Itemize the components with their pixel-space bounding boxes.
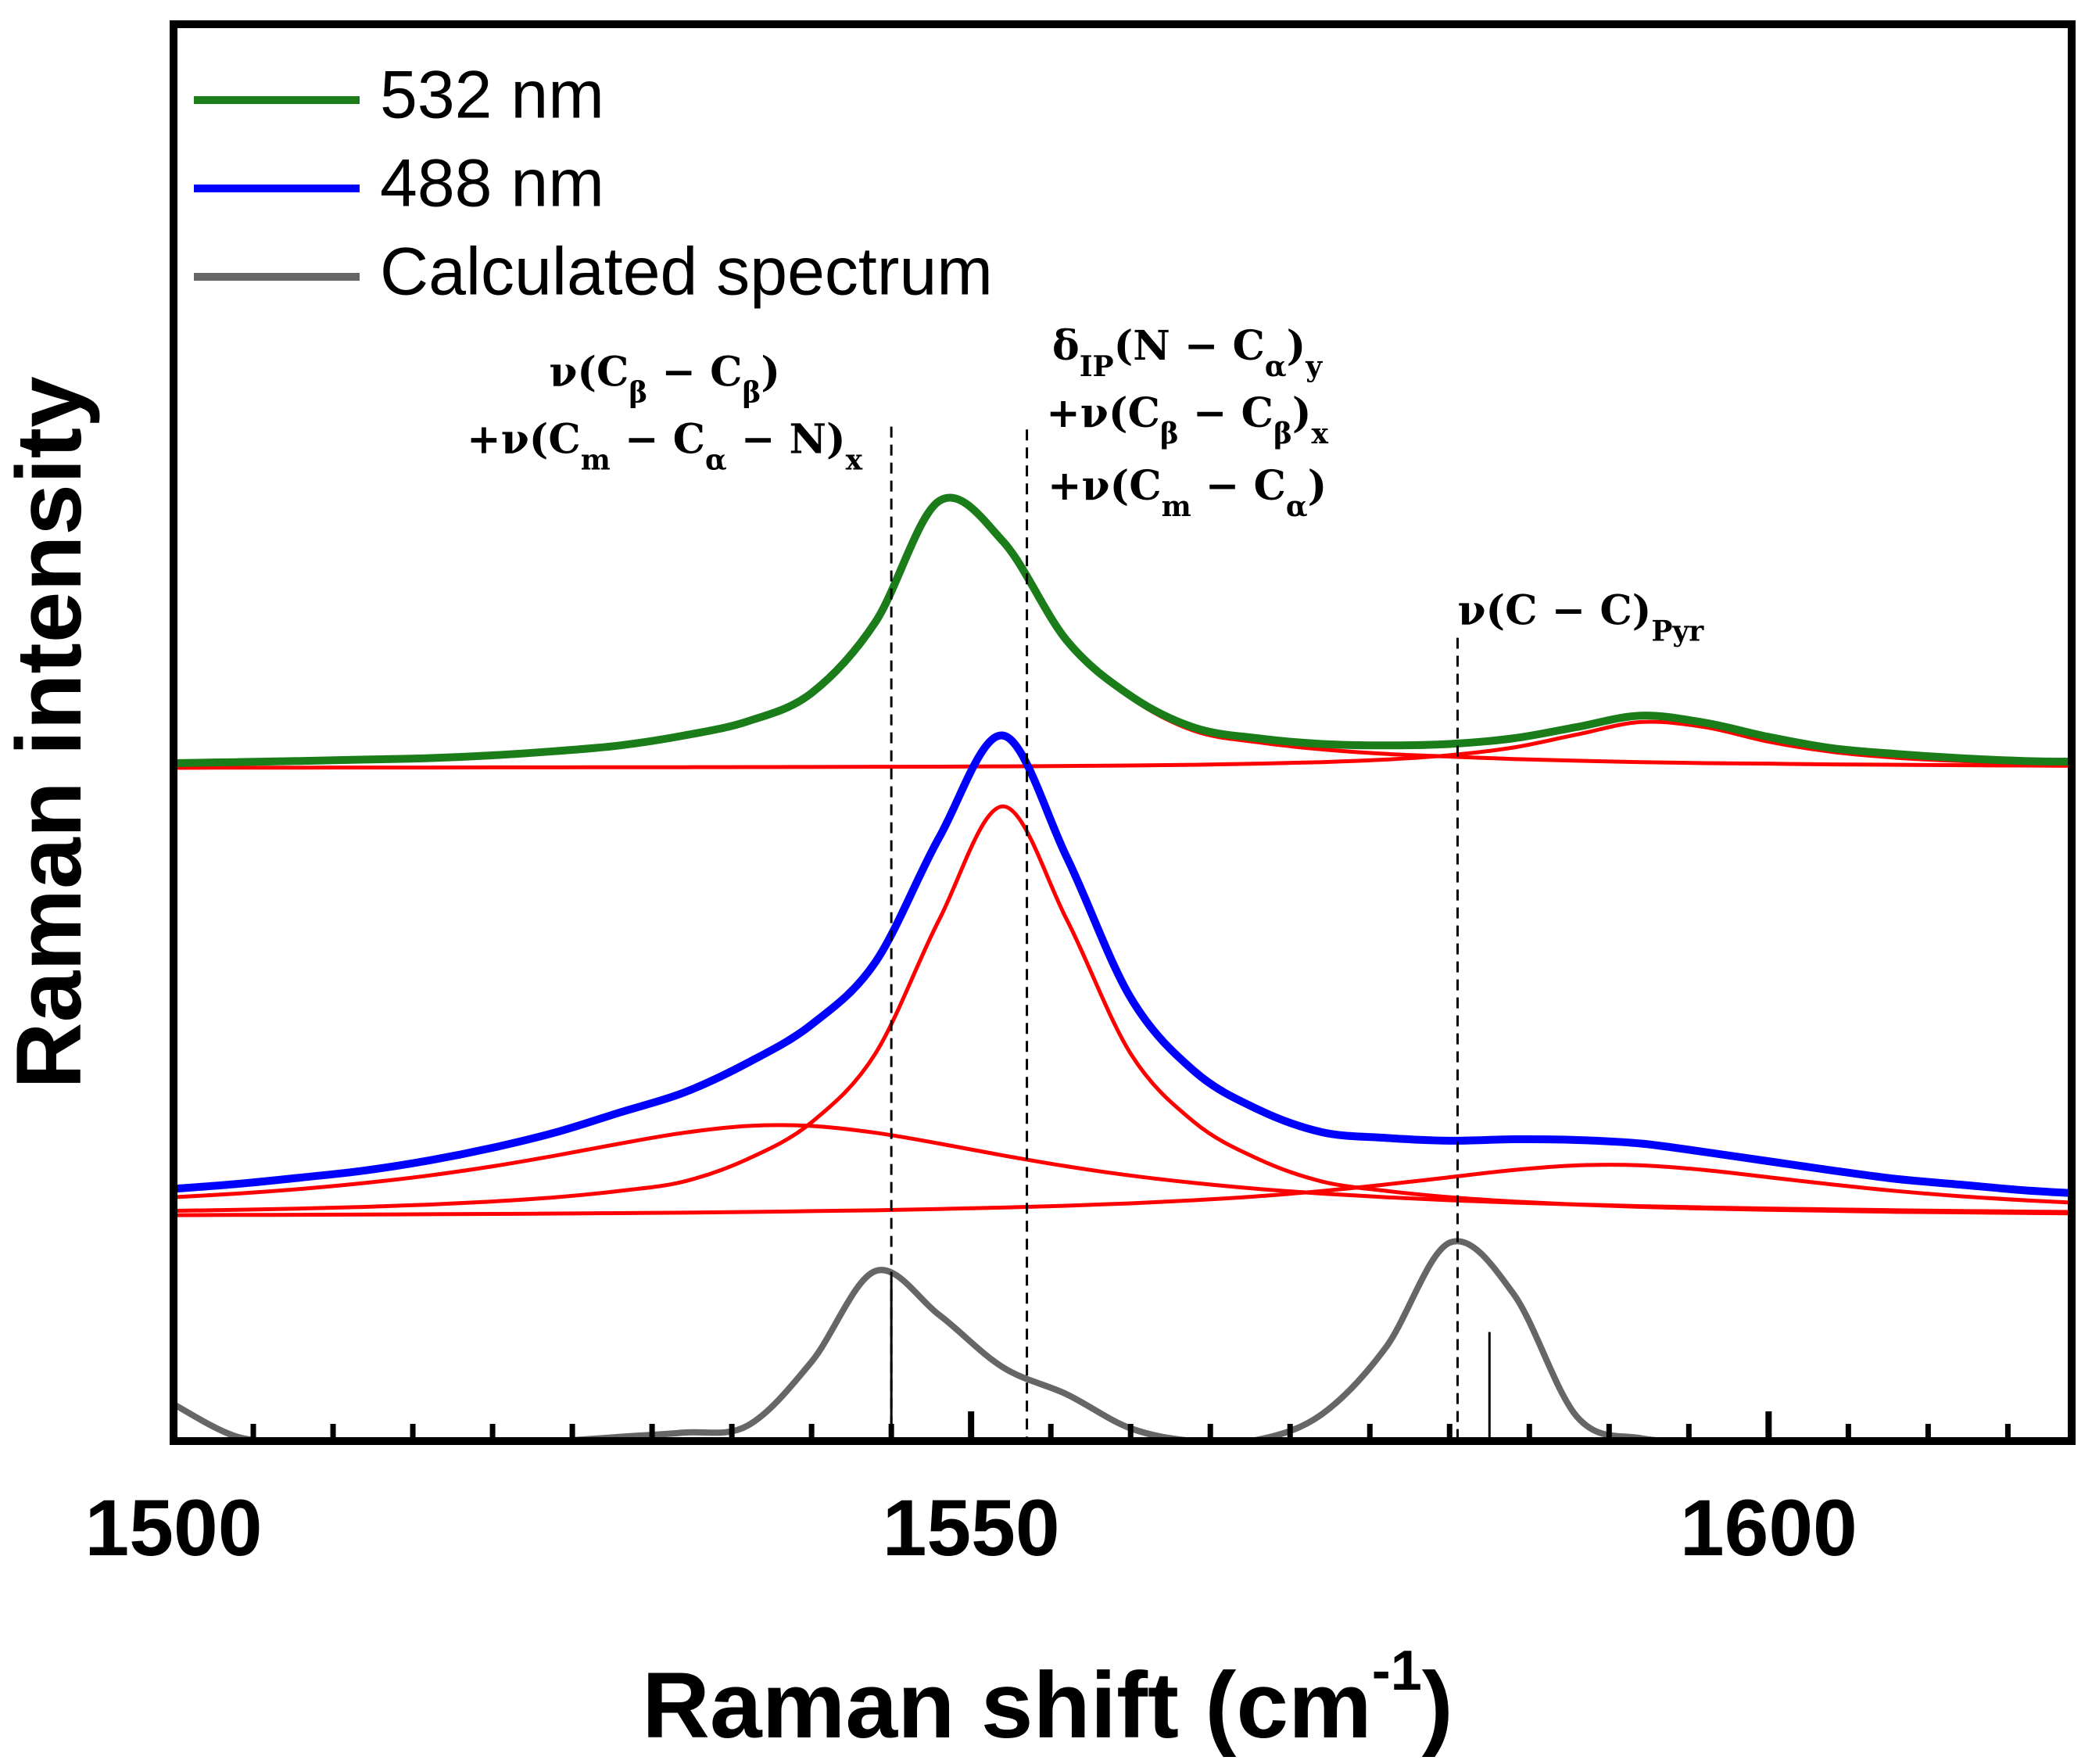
- y-axis-label: Raman intensity: [0, 376, 101, 1088]
- x-tick-label: 1600: [1680, 1483, 1857, 1572]
- annotation-subscript: α: [1286, 490, 1308, 523]
- annotation-subscript: y: [1305, 350, 1323, 383]
- annotation-text: − C: [611, 416, 705, 464]
- annotation-subscript: β: [629, 377, 647, 410]
- annotation-text: − C: [1179, 389, 1273, 437]
- plot-frame: [170, 20, 2076, 1445]
- annotation-subscript: α: [705, 444, 727, 477]
- annotation-text: − C: [1191, 462, 1286, 510]
- annotation: ν(Cβ − Cβ): [549, 349, 780, 410]
- annotation: +ν(Cm − Cα): [1048, 462, 1327, 523]
- series-line: [174, 731, 2072, 1197]
- annotation-text: ): [1287, 322, 1306, 370]
- annotation-text: ): [1292, 389, 1312, 437]
- annotation-text: ν(C: [549, 349, 629, 396]
- annotation: ν(C − C)Pyr: [1457, 587, 1704, 648]
- annotation-text: +ν(C: [467, 416, 581, 464]
- annotation-text: ν(C − C): [1457, 587, 1651, 635]
- series-line: [174, 1163, 2072, 1217]
- x-axis-label-superscript: -1: [1372, 1640, 1422, 1702]
- series-line: [174, 1238, 2072, 1441]
- legend-label: 532 nm: [380, 58, 604, 133]
- legend-label: 488 nm: [380, 146, 604, 221]
- annotation: +ν(Cm − Cα − N)x: [467, 416, 863, 477]
- annotation-subscript: Pyr: [1651, 615, 1704, 648]
- annotation: +ν(Cβ − Cβ)x: [1046, 389, 1328, 450]
- annotation-subscript: x: [1311, 418, 1328, 450]
- x-axis-label: Raman shift (cm-1): [642, 1640, 1453, 1758]
- x-tick-label: 1550: [883, 1483, 1060, 1572]
- annotation-subscript: β: [1160, 418, 1179, 450]
- annotation-text: δ: [1052, 322, 1080, 370]
- annotation-subscript: IP: [1080, 350, 1114, 383]
- series-line: [174, 1123, 2072, 1214]
- annotation-subscript: m: [581, 444, 611, 477]
- annotation-text: ): [761, 349, 780, 396]
- annotation-text: +ν(C: [1048, 462, 1162, 510]
- x-axis-label-text: Raman shift (cm: [642, 1653, 1372, 1758]
- annotation-text: ): [1308, 462, 1327, 510]
- annotation-text: − C: [647, 349, 742, 396]
- x-axis-label-text: ): [1422, 1653, 1453, 1758]
- x-tick-label: 1500: [85, 1483, 263, 1572]
- annotation: δIP(N − Cα)y: [1052, 322, 1323, 383]
- annotation-text: − N): [727, 416, 846, 464]
- annotation-subscript: β: [742, 377, 761, 410]
- legend-label: Calculated spectrum: [380, 235, 993, 310]
- annotation-subscript: x: [846, 444, 863, 477]
- annotation-text: +ν(C: [1046, 389, 1160, 437]
- annotation-subscript: β: [1273, 418, 1292, 450]
- series-line: [174, 493, 2072, 767]
- series-line: [174, 719, 2072, 770]
- series-line: [174, 497, 2072, 768]
- annotation-subscript: m: [1162, 490, 1191, 523]
- annotation-subscript: α: [1265, 350, 1287, 383]
- annotation-text: (N − C: [1114, 322, 1265, 370]
